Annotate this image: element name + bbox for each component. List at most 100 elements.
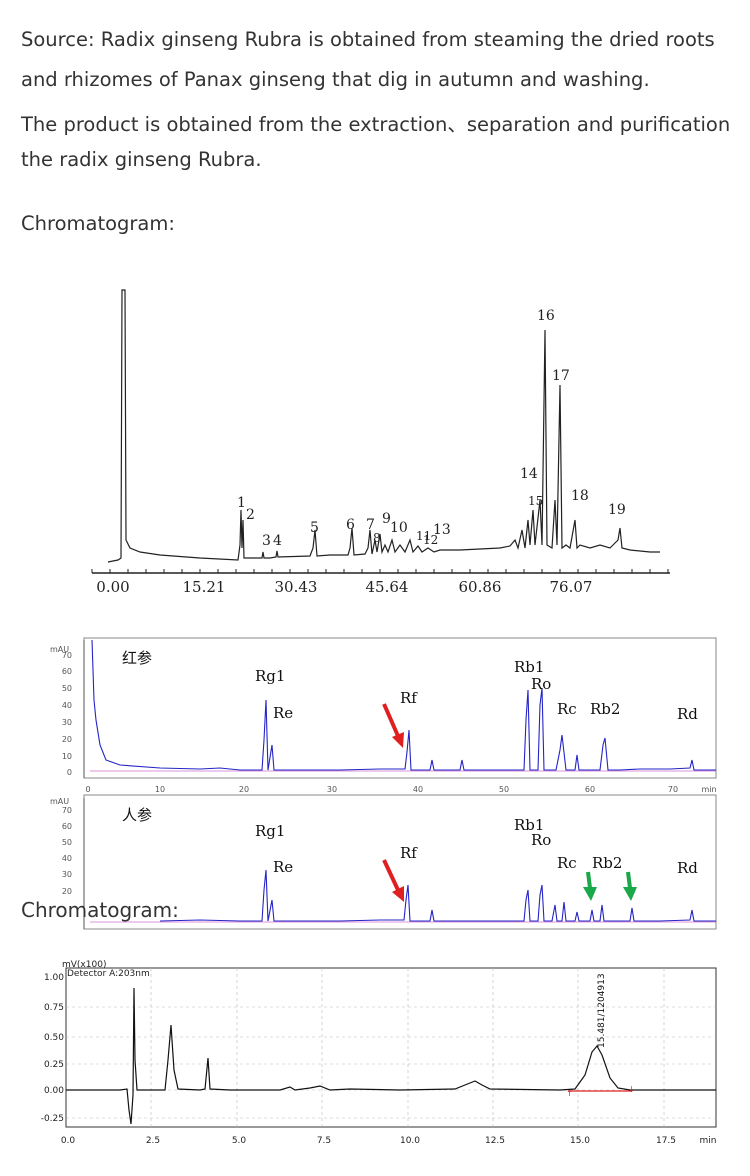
panel1-xtick-40: 40 (413, 785, 423, 794)
panel2-ytick-70: 70 (62, 806, 72, 815)
chart3-ytick-1: 0.75 (44, 1003, 64, 1013)
panel1-peak-labels: Rg1 Re Rf Rb1 Ro Rc Rb2 Rd (255, 658, 698, 723)
chart1-peak-19: 19 (608, 502, 626, 518)
panel1-ytick-50: 50 (62, 684, 72, 693)
panel1-y-ticks: 0 10 20 30 40 50 60 70 (62, 651, 72, 777)
chart1-peak-16: 16 (537, 308, 555, 324)
panel1-ytick-40: 40 (62, 701, 72, 710)
intro-line-4: the radix ginseng Rubra. (21, 148, 262, 171)
chart1-peak-7: 7 (366, 517, 375, 533)
panel1-xtick-70: 70 (668, 785, 678, 794)
chart1-peak-12: 12 (423, 533, 438, 547)
chart3-ytick-0: 1.00 (44, 973, 64, 983)
panel1-x-unit: min (701, 785, 716, 794)
panel1-red-arrow (382, 703, 404, 748)
chart1-x-tick-3: 45.64 (366, 578, 409, 596)
chart1-peak-9: 9 (382, 511, 391, 527)
panel1-peak-ro: Ro (531, 675, 551, 693)
chart3-baseline-end-arrow: ↓ (628, 1085, 635, 1094)
chart1-peak-4: 4 (273, 533, 282, 549)
panel2-peak-ro: Ro (531, 831, 551, 849)
panel1-ytick-10: 10 (62, 752, 72, 761)
chart3-ytick-5: -0.25 (41, 1114, 64, 1124)
panel2-peak-rc: Rc (557, 854, 577, 872)
panel1-peak-re: Re (273, 704, 293, 722)
panel2-peak-rb2: Rb2 (592, 854, 622, 872)
chart3-baseline-start-arrow: ↑ (566, 1089, 573, 1098)
chart3-x-ticks: 0.0 2.5 5.0 7.5 10.0 12.5 15.0 17.5 min (61, 1136, 717, 1146)
panel1-xtick-10: 10 (155, 785, 165, 794)
panel1-x-ticks: 0 10 20 30 40 50 60 70 min (85, 785, 716, 794)
chart3-y-unit: mV(x100) (62, 960, 106, 970)
chart3-xtick-3: 7.5 (317, 1136, 331, 1146)
chart1-peak-10: 10 (390, 520, 408, 536)
chart3-ytick-2: 0.50 (44, 1033, 64, 1043)
chart3-ytick-3: 0.25 (44, 1060, 64, 1070)
panel2-green-arrow-2 (623, 871, 637, 901)
panel2-peak-rb1: Rb1 (514, 816, 544, 834)
chart1-ticks (91, 569, 669, 573)
panel1-xtick-60: 60 (585, 785, 595, 794)
panel2-red-arrow (382, 859, 404, 902)
chromatogram-1: 0.00 15.21 30.43 45.64 60.86 76.07 1 2 3… (91, 289, 670, 596)
chart1-peak-5: 5 (310, 520, 319, 536)
chart3-frame (65, 967, 717, 1128)
chart1-peak-11: 11 (416, 529, 431, 543)
chart1-x-tick-4: 60.86 (459, 578, 502, 596)
chart3-trace (66, 987, 716, 1125)
chart1-trace (107, 289, 660, 563)
chromatogram-heading-2: Chromatogram: (21, 898, 179, 922)
chart3-gridlines (66, 968, 716, 1127)
panel1-xtick-50: 50 (499, 785, 509, 794)
chart1-peak-15: 15 (528, 494, 543, 508)
intro-line-1: Source: Radix ginseng Rubra is obtained … (21, 28, 715, 51)
panel1-xtick-0: 0 (85, 785, 90, 794)
panel2-ytick-50: 50 (62, 838, 72, 847)
panel1-peak-rg1: Rg1 (255, 667, 285, 685)
panel2-label: 人参 (122, 806, 152, 824)
intro-line-3: The product is obtained from the extract… (21, 113, 731, 136)
panel1-peak-rc: Rc (557, 700, 577, 718)
panel2-peak-re: Re (273, 858, 293, 876)
panel1-trace (91, 639, 716, 771)
panel2-trace (159, 869, 716, 922)
chart1-x-tick-2: 30.43 (275, 578, 318, 596)
panel1-ytick-60: 60 (62, 667, 72, 676)
panel2-ytick-40: 40 (62, 854, 72, 863)
panel1-ytick-30: 30 (62, 718, 72, 727)
chart3-ytick-4: 0.00 (44, 1086, 64, 1096)
chart3-xtick-5: 12.5 (485, 1136, 505, 1146)
chart3-peak-annotation: 15.481/1204913 (597, 973, 607, 1048)
panel2-peak-rd: Rd (677, 859, 698, 877)
panel2-ytick-30: 30 (62, 870, 72, 879)
chart3-xtick-1: 2.5 (146, 1136, 160, 1146)
chart1-peak-8: 8 (373, 531, 381, 545)
chart3-xtick-2: 5.0 (232, 1136, 247, 1146)
panel2-y-unit: mAU (50, 797, 69, 806)
chart1-peak-17: 17 (552, 368, 570, 384)
chart1-x-tick-1: 15.21 (183, 578, 226, 596)
chart3-xtick-6: 15.0 (570, 1136, 590, 1146)
chart3-y-ticks: 1.00 0.75 0.50 0.25 0.00 -0.25 (41, 973, 65, 1124)
chart1-peak-2: 2 (246, 507, 255, 523)
panel1-ytick-0: 0 (67, 768, 72, 777)
panel1-peak-rd: Rd (677, 705, 698, 723)
chart1-x-tick-0: 0.00 (96, 578, 129, 596)
panel1-peak-rf: Rf (400, 689, 418, 707)
chart3-xtick-4: 10.0 (400, 1136, 420, 1146)
panel1-peak-rb2: Rb2 (590, 700, 620, 718)
intro-line-2: and rhizomes of Panax ginseng that dig i… (21, 68, 650, 91)
panel1-label: 红参 (122, 649, 152, 667)
chart1-x-tick-labels: 0.00 15.21 30.43 45.64 60.86 76.07 (96, 578, 592, 596)
chart1-peak-14: 14 (520, 466, 538, 482)
chart3-detector: Detector A:203nm (67, 969, 150, 979)
chart1-peak-3: 3 (262, 533, 271, 549)
panel1-xtick-30: 30 (327, 785, 337, 794)
panel2-ytick-60: 60 (62, 822, 72, 831)
chart1-x-tick-5: 76.07 (550, 578, 593, 596)
panel1-peak-rb1: Rb1 (514, 658, 544, 676)
panel2-green-arrow-1 (583, 871, 597, 901)
chart1-peak-13: 13 (433, 522, 451, 538)
chart1-peak-18: 18 (571, 488, 589, 504)
panel2-y-ticks: 20 30 40 50 60 70 (62, 806, 72, 896)
